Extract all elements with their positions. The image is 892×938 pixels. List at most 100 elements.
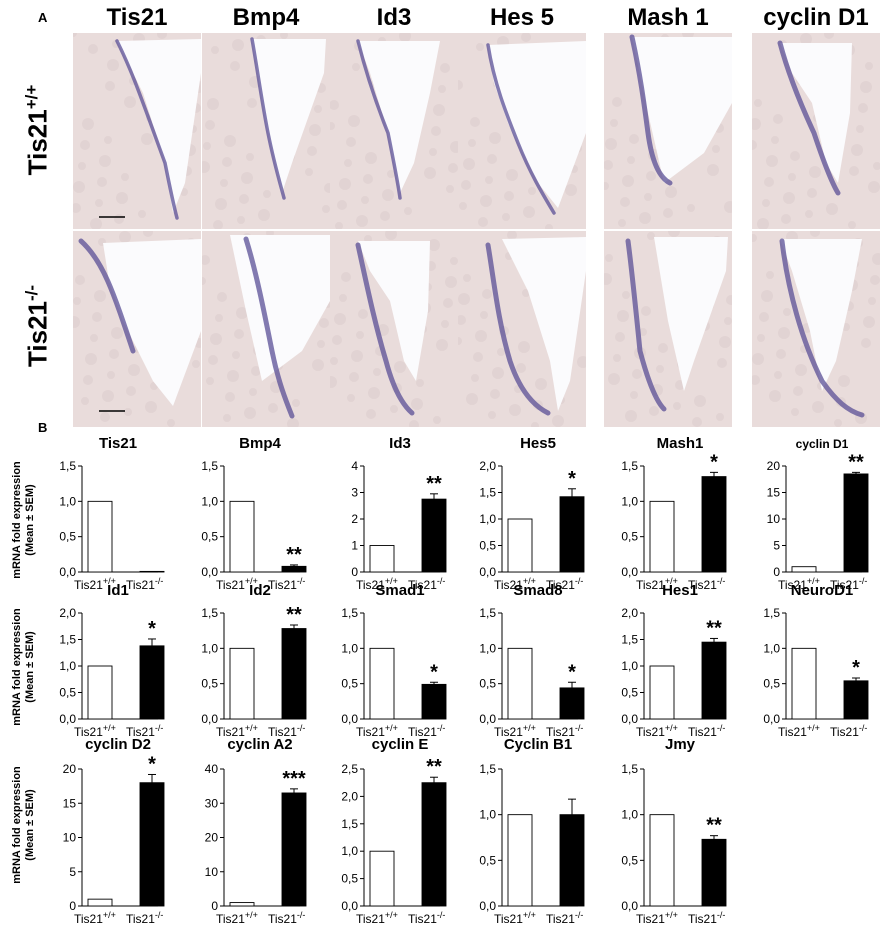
micrograph [330,33,458,229]
y-axis-label-line2: (Mean ± SEM) [24,789,36,861]
y-tick-label: 20 [767,459,781,473]
bar-knockout [421,498,447,573]
column-title: Hes 5 [489,4,555,31]
micrograph [73,231,201,427]
x-label-knockout: Tis21-/- [830,723,867,739]
micrograph [202,33,330,229]
bar-chart: Tis21 0,0 0,5 1,0 1,5 Tis21+/+ Tis21-/- [59,435,165,592]
y-tick-label: 1,0 [341,641,358,655]
y-tick-label: 1,5 [59,459,76,473]
bar-knockout [139,570,165,573]
y-tick-label: 0,5 [479,853,496,867]
bar-chart: Jmy 0,0 0,5 1,0 1,5 ** Tis21+/+ Tis21-/- [621,736,727,926]
significance-marker: * [148,618,156,640]
y-tick-label: 0,0 [201,565,218,579]
x-label-knockout: Tis21-/- [126,723,163,739]
y-tick-label: 1,5 [201,459,218,473]
x-label-knockout: Tis21-/- [268,723,305,739]
y-tick-label: 0,0 [59,712,76,726]
chart-title: Id1 [107,582,129,599]
y-tick-label: 2,0 [341,789,358,803]
bar-wildtype [507,814,533,907]
row-label-genotype: +/+ [22,84,41,110]
y-tick-label: 1,0 [201,494,218,508]
bar-knockout [701,838,727,907]
bar-knockout [843,473,869,573]
x-label-wildtype: Tis21+/+ [74,723,116,739]
bar-chart: Hes5 0,0 0,5 1,0 1,5 2,0 * Tis21+/+ Tis21-/- [479,435,585,592]
significance-marker: ** [706,815,722,837]
y-tick-label: 0,5 [59,686,76,700]
bar-chart: Smad1 0,0 0,5 1,0 1,5 * Tis21+/+ Tis21-/- [341,582,447,739]
y-tick-label: 1,0 [59,494,76,508]
x-label-knockout: Tis21-/- [408,910,445,926]
chart-title: Mash1 [657,435,704,452]
y-tick-label: 30 [205,796,219,810]
panel-a-letter: A [38,10,48,25]
y-tick-label: 2 [351,512,358,526]
significance-marker: ** [426,473,442,495]
y-tick-label: 1,5 [621,762,638,776]
bar-knockout [281,792,307,907]
bar-chart: NeuroD1 0,0 0,5 1,0 1,5 * Tis21+/+ Tis21-/- [763,582,869,739]
significance-marker: ** [848,451,864,473]
chart-title: Bmp4 [239,435,281,452]
y-tick-label: 20 [63,762,77,776]
y-tick-label: 10 [63,831,77,845]
y-tick-label: 0,0 [59,565,76,579]
significance-marker: ** [286,544,302,566]
y-tick-label: 0 [351,565,358,579]
y-axis-label: mRNA fold expression (Mean ± SEM) [11,750,39,900]
bar-chart: cyclin D1 0 5 10 15 20 ** Tis21+/+ Tis21-/- [767,437,869,592]
bar-wildtype [507,647,533,720]
y-tick-label: 2,0 [479,459,496,473]
y-tick-label: 1,5 [341,606,358,620]
y-tick-label: 0,5 [621,530,638,544]
x-label-knockout: Tis21-/- [126,910,163,926]
y-tick-label: 1,5 [341,817,358,831]
significance-marker: *** [282,768,306,790]
x-label-wildtype: Tis21+/+ [494,723,536,739]
row-label-genotype: -/- [22,284,41,302]
x-label-wildtype: Tis21+/+ [636,723,678,739]
x-label-knockout: Tis21-/- [408,576,445,592]
y-tick-label: 0 [211,899,218,913]
x-label-wildtype: Tis21+/+ [636,910,678,926]
x-label-knockout: Tis21-/- [546,576,583,592]
x-label-wildtype: Tis21+/+ [74,910,116,926]
y-tick-label: 5 [773,539,780,553]
chart-title: cyclin D2 [85,736,151,753]
chart-title: Tis21 [99,435,137,452]
x-label-wildtype: Tis21+/+ [356,723,398,739]
bar-knockout [559,496,585,573]
bar-chart: Id2 0,0 0,5 1,0 1,5 ** Tis21+/+ Tis21-/- [201,582,307,739]
bar-wildtype [791,566,817,573]
y-axis-label: mRNA fold expression (Mean ± SEM) [11,592,39,742]
y-tick-label: 2,5 [341,762,358,776]
chart-title: cyclin E [372,736,429,753]
chart-title: Id3 [389,435,411,452]
x-label-knockout: Tis21-/- [688,910,725,926]
x-label-wildtype: Tis21+/+ [778,723,820,739]
y-tick-label: 0,5 [621,686,638,700]
x-label-knockout: Tis21-/- [546,910,583,926]
significance-marker: * [710,451,718,473]
bar-wildtype [229,500,255,573]
column-title: cyclin D1 [763,4,869,31]
significance-marker: ** [706,617,722,639]
y-tick-label: 0,0 [341,899,358,913]
micrograph [458,231,586,427]
y-tick-label: 0,0 [341,712,358,726]
chart-title: Smad8 [513,582,562,599]
significance-marker: * [430,661,438,683]
y-tick-label: 1,5 [479,606,496,620]
bar-knockout [139,782,165,907]
y-tick-label: 0,5 [201,530,218,544]
chart-title: cyclin D1 [796,437,849,451]
significance-marker: ** [426,756,442,778]
y-tick-label: 1,0 [621,659,638,673]
y-tick-label: 1,0 [59,659,76,673]
y-tick-label: 2,0 [621,606,638,620]
bar-wildtype [791,647,817,720]
bar-wildtype [87,665,113,720]
